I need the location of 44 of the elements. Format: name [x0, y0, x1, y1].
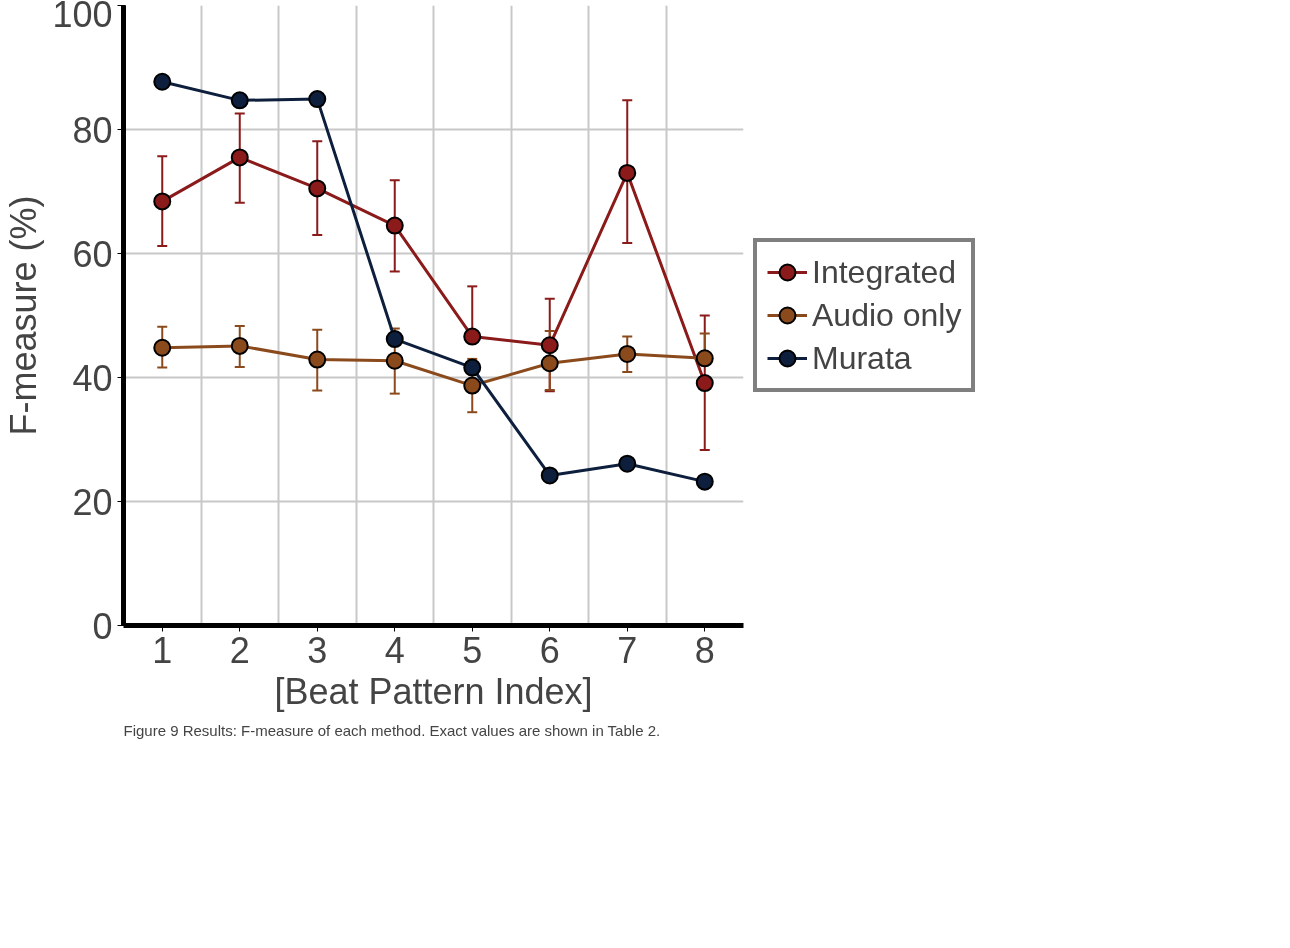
- point: [695, 349, 714, 368]
- x-axis-title: [Beat Pattern Index]: [274, 670, 593, 712]
- point: [463, 376, 482, 395]
- x-tick-label: 8: [694, 629, 715, 671]
- point: [153, 192, 172, 211]
- legend-label: Murata: [812, 339, 912, 377]
- point: [385, 216, 404, 235]
- point: [618, 454, 637, 473]
- point: [463, 358, 482, 377]
- point: [618, 344, 637, 363]
- y-tick-label: 40: [72, 357, 113, 399]
- x-tick-label: 3: [307, 629, 328, 671]
- point: [540, 336, 559, 355]
- point: [230, 148, 249, 167]
- x-tick-label: 6: [539, 629, 560, 671]
- x-tick-label: 2: [229, 629, 250, 671]
- point: [540, 354, 559, 373]
- point: [308, 179, 327, 198]
- point: [695, 472, 714, 491]
- x-tick-label: 1: [152, 629, 173, 671]
- point: [618, 163, 637, 182]
- y-tick-label: 20: [72, 481, 113, 523]
- y-tick-label: 80: [72, 109, 113, 151]
- legend-label: Integrated: [812, 253, 957, 291]
- point: [385, 351, 404, 370]
- point: [308, 90, 327, 109]
- caption: Figure 9 Results: F-measure of each method. Exact values are shown in Table 2.: [123, 721, 661, 739]
- legend-label: Audio only: [812, 296, 962, 334]
- y-axis-title: F-measure (%): [3, 195, 45, 436]
- x-tick-label: 4: [384, 629, 405, 671]
- point: [153, 72, 172, 91]
- y-tick-label: 100: [52, 0, 113, 35]
- point: [308, 350, 327, 369]
- point: [540, 466, 559, 485]
- point: [153, 338, 172, 357]
- x-tick-label: 7: [617, 629, 638, 671]
- point: [230, 91, 249, 110]
- y-tick-label: 0: [92, 605, 113, 647]
- point: [695, 374, 714, 393]
- point: [385, 330, 404, 349]
- point: [463, 327, 482, 346]
- point: [230, 336, 249, 355]
- x-tick-label: 5: [462, 629, 483, 671]
- y-tick-label: 60: [72, 233, 113, 275]
